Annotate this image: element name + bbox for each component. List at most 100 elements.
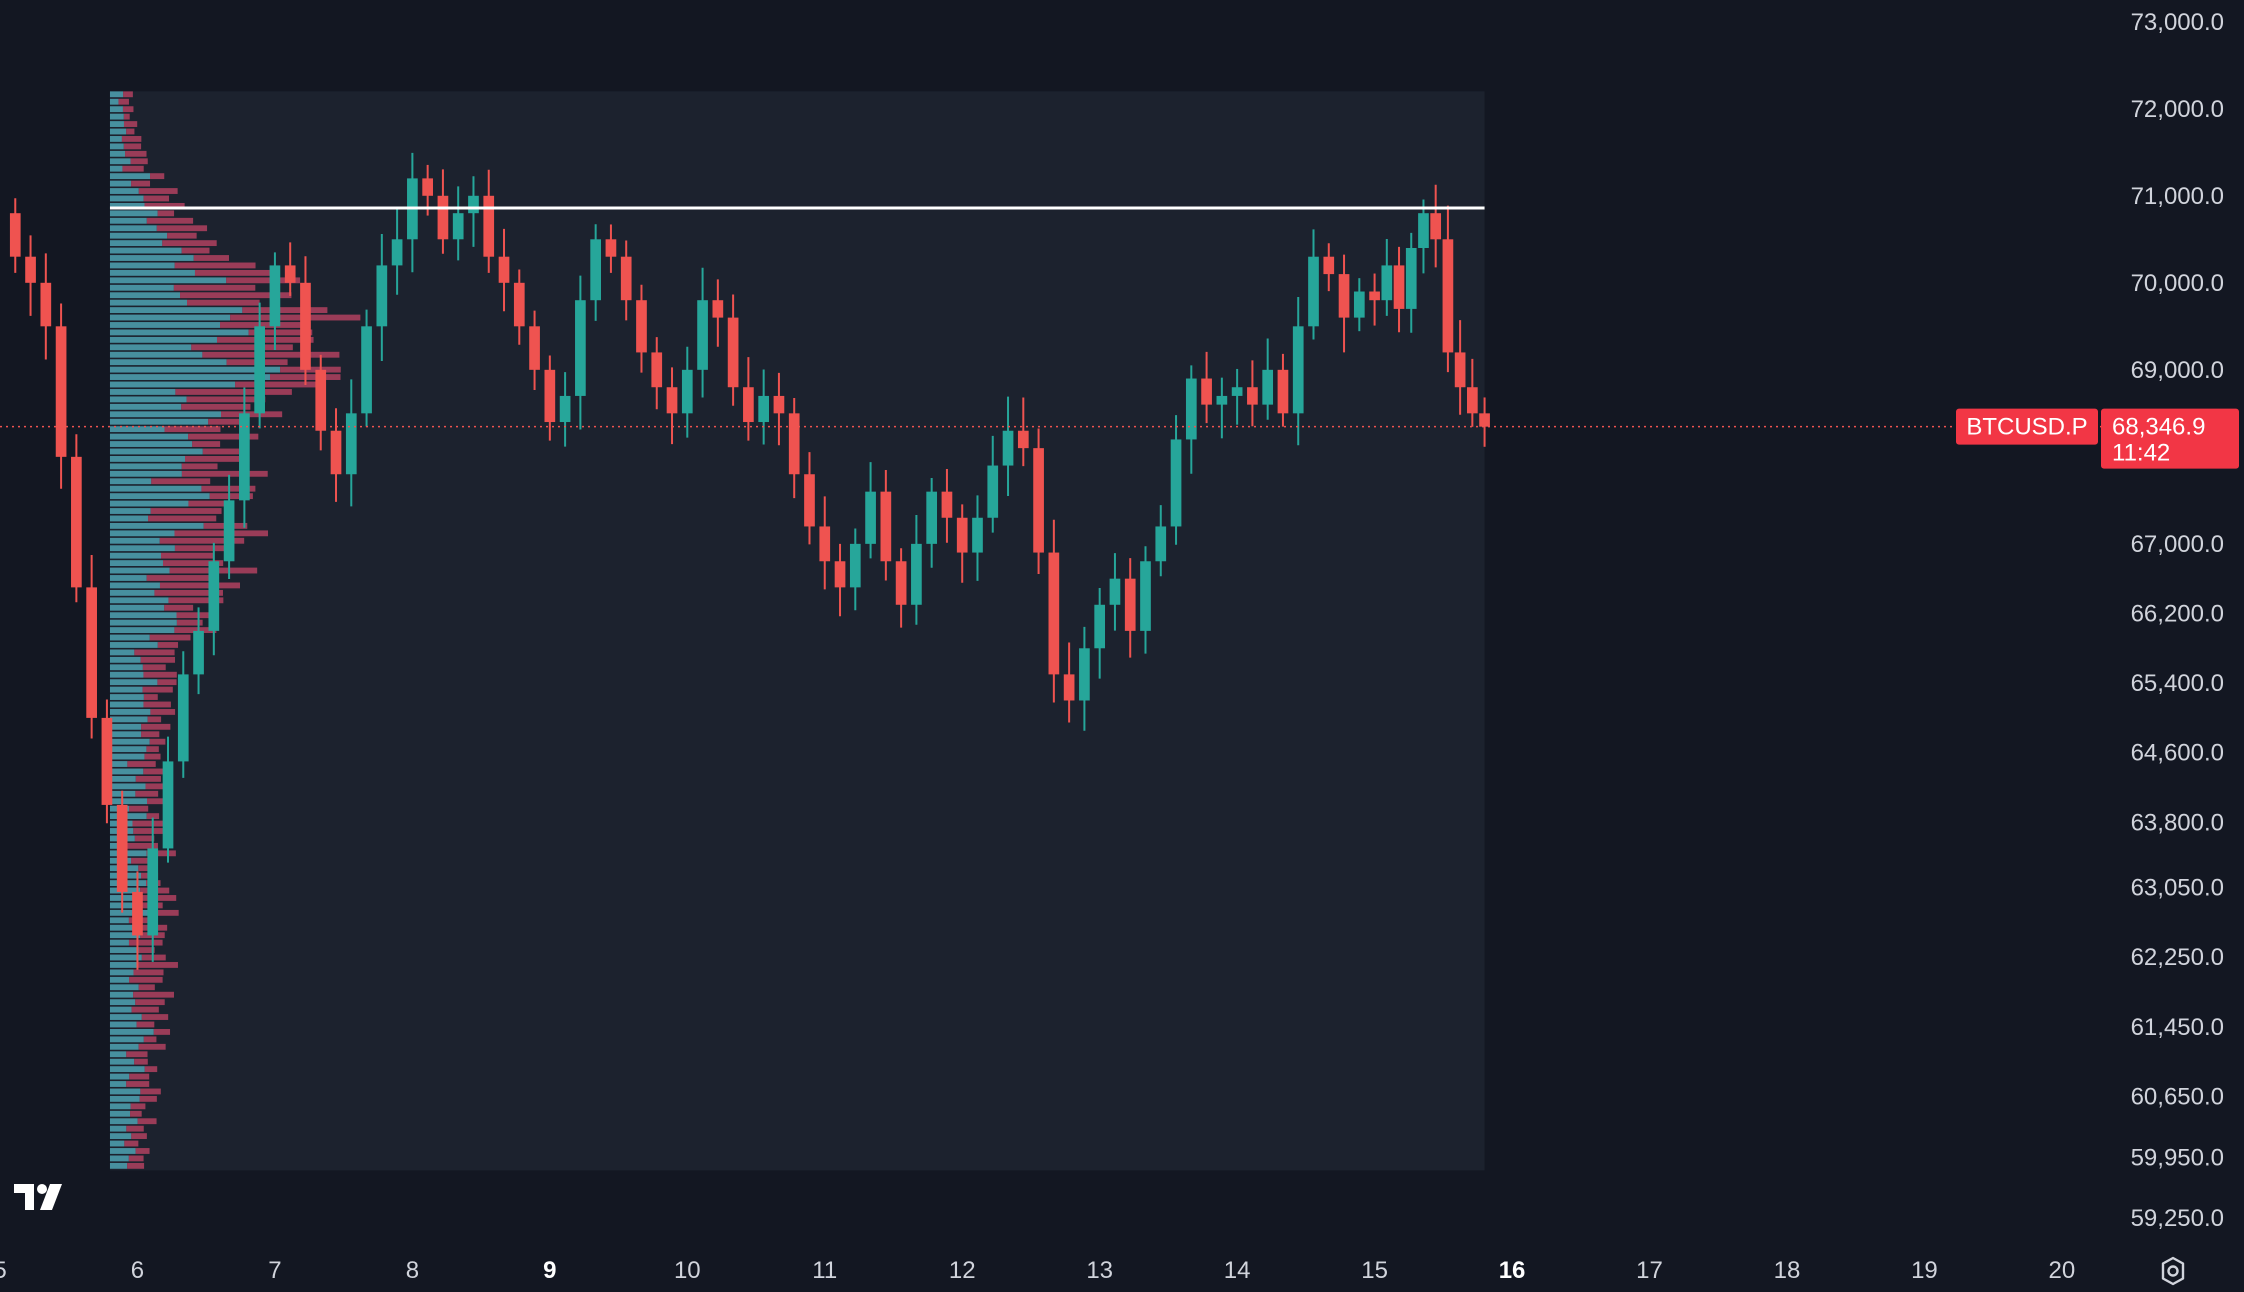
volume-profile-bar-up (109, 396, 187, 403)
volume-profile-bar-down (242, 307, 328, 314)
volume-profile-bar-up (109, 962, 137, 968)
volume-profile-bar-up (109, 1155, 129, 1162)
time-axis[interactable]: 5 6 7 8 9 10 11 12 13 14 15 16 17 18 19 20 (0, 1257, 2075, 1284)
candle-body (1170, 439, 1182, 527)
tradingview-logo-icon[interactable] (12, 1180, 76, 1216)
volume-profile-bar-up (109, 634, 150, 641)
volume-profile-bar-down (131, 1006, 159, 1013)
volume-profile-bar-down (151, 478, 211, 485)
volume-profile-bar-up (109, 195, 144, 202)
candle-body (315, 369, 327, 431)
volume-profile-bar-down (128, 805, 149, 812)
price-axis[interactable]: 73,000.0 72,000.0 71,000.0 70,000.0 69,000.0… (2131, 9, 2224, 1232)
volume-profile-bar-up (109, 366, 281, 373)
candle-body (1479, 413, 1490, 427)
volume-profile-bar-down (153, 1028, 171, 1035)
volume-profile-bar-down (180, 292, 292, 299)
candle-body (1079, 648, 1090, 701)
volume-profile-bar-up (109, 98, 119, 105)
volume-profile-bar-up (109, 1140, 125, 1147)
last-price-label: 68,346.9 (2112, 414, 2205, 441)
volume-profile-bar-up (109, 173, 151, 180)
volume-profile-bar-up (109, 567, 170, 574)
volume-profile-bar-up (109, 746, 147, 753)
volume-profile-bar-down (146, 217, 194, 224)
volume-profile-bar-up (109, 485, 202, 492)
candle-body (1109, 578, 1121, 605)
volume-profile-bar-down (167, 232, 197, 239)
volume-profile-bar-up (109, 456, 185, 462)
candle-body (1430, 213, 1442, 240)
volume-profile-bar-up (109, 128, 127, 135)
volume-profile-bar-down (174, 627, 217, 633)
candle-body (1338, 274, 1350, 318)
candle-body (361, 326, 372, 414)
volume-profile-bar-up (109, 1148, 136, 1154)
candle-body (1201, 378, 1212, 405)
volume-profile-bar-up (109, 1110, 131, 1117)
volume-profile-bar-down (123, 91, 133, 98)
candle-body (40, 282, 52, 327)
price-tick-label: 73,000.0 (2131, 9, 2224, 36)
volume-profile-bar-down (146, 575, 215, 581)
candle-body (697, 300, 708, 370)
volume-profile-bar-up (109, 976, 130, 983)
volume-profile-bar-down (186, 396, 266, 403)
price-tick-label: 69,000.0 (2131, 357, 2224, 384)
volume-profile-bar-down (138, 188, 178, 194)
candle-body (529, 326, 540, 370)
volume-profile-bar-down (133, 969, 164, 976)
volume-profile-bar-up (109, 664, 143, 671)
candle-body (177, 674, 189, 762)
volume-profile-bar-up (109, 515, 149, 522)
candle-body (849, 543, 861, 588)
volume-profile-bar-down (164, 604, 194, 611)
volume-profile-bar-down (181, 403, 251, 410)
volume-profile-bar-down (216, 336, 314, 343)
volume-profile-bar-up (109, 240, 163, 247)
volume-profile-bar-up (109, 165, 123, 172)
volume-profile-bar-up (109, 329, 249, 336)
candle-body (1033, 448, 1044, 553)
volume-profile-bar-up (109, 709, 151, 715)
volume-profile-bar-down (175, 389, 292, 395)
volume-profile-bar-up (109, 560, 163, 567)
volume-profile-bar-up (109, 783, 146, 790)
time-tick-label: 20 (2049, 1257, 2076, 1284)
volume-profile-bar-down (144, 1066, 158, 1073)
last-price-badge (2101, 408, 2239, 469)
candle-body (865, 491, 876, 544)
candle-body (1140, 561, 1151, 631)
gear-icon[interactable] (2157, 1255, 2189, 1287)
volume-profile-bar-down (181, 247, 210, 254)
volume-profile-bar-up (109, 136, 122, 142)
candle-body (86, 587, 97, 718)
candle-body (1418, 213, 1429, 248)
volume-profile-bar-up (109, 939, 129, 946)
volume-profile-bar-down (140, 1088, 161, 1095)
volume-profile-bar-down (138, 865, 157, 872)
volume-profile-bar-down (154, 589, 223, 596)
volume-profile-bar-down (168, 597, 224, 604)
volume-profile-bar-down (130, 1110, 142, 1117)
volume-profile-bar-up (109, 1118, 138, 1125)
volume-profile-bar-up (109, 1036, 144, 1043)
volume-profile-bar-up (109, 619, 177, 626)
volume-profile-bar-down (131, 180, 151, 187)
candle-body (437, 195, 449, 240)
candle-body (972, 517, 983, 553)
candle-body (880, 491, 892, 562)
volume-profile-bar-down (143, 768, 169, 775)
volume-profile-bar-up (109, 738, 150, 745)
candle-body (1292, 326, 1304, 414)
volume-profile-bar-up (109, 269, 195, 276)
candle-body (758, 395, 770, 423)
volume-profile-bar-down (202, 351, 340, 358)
volume-profile-bar-down (127, 842, 158, 849)
candle-body (116, 804, 128, 892)
volume-profile-bar-up (109, 902, 138, 909)
volume-profile-bar-up (109, 448, 203, 455)
volume-profile-bar-down (145, 783, 164, 790)
time-tick-label: 12 (949, 1257, 976, 1284)
